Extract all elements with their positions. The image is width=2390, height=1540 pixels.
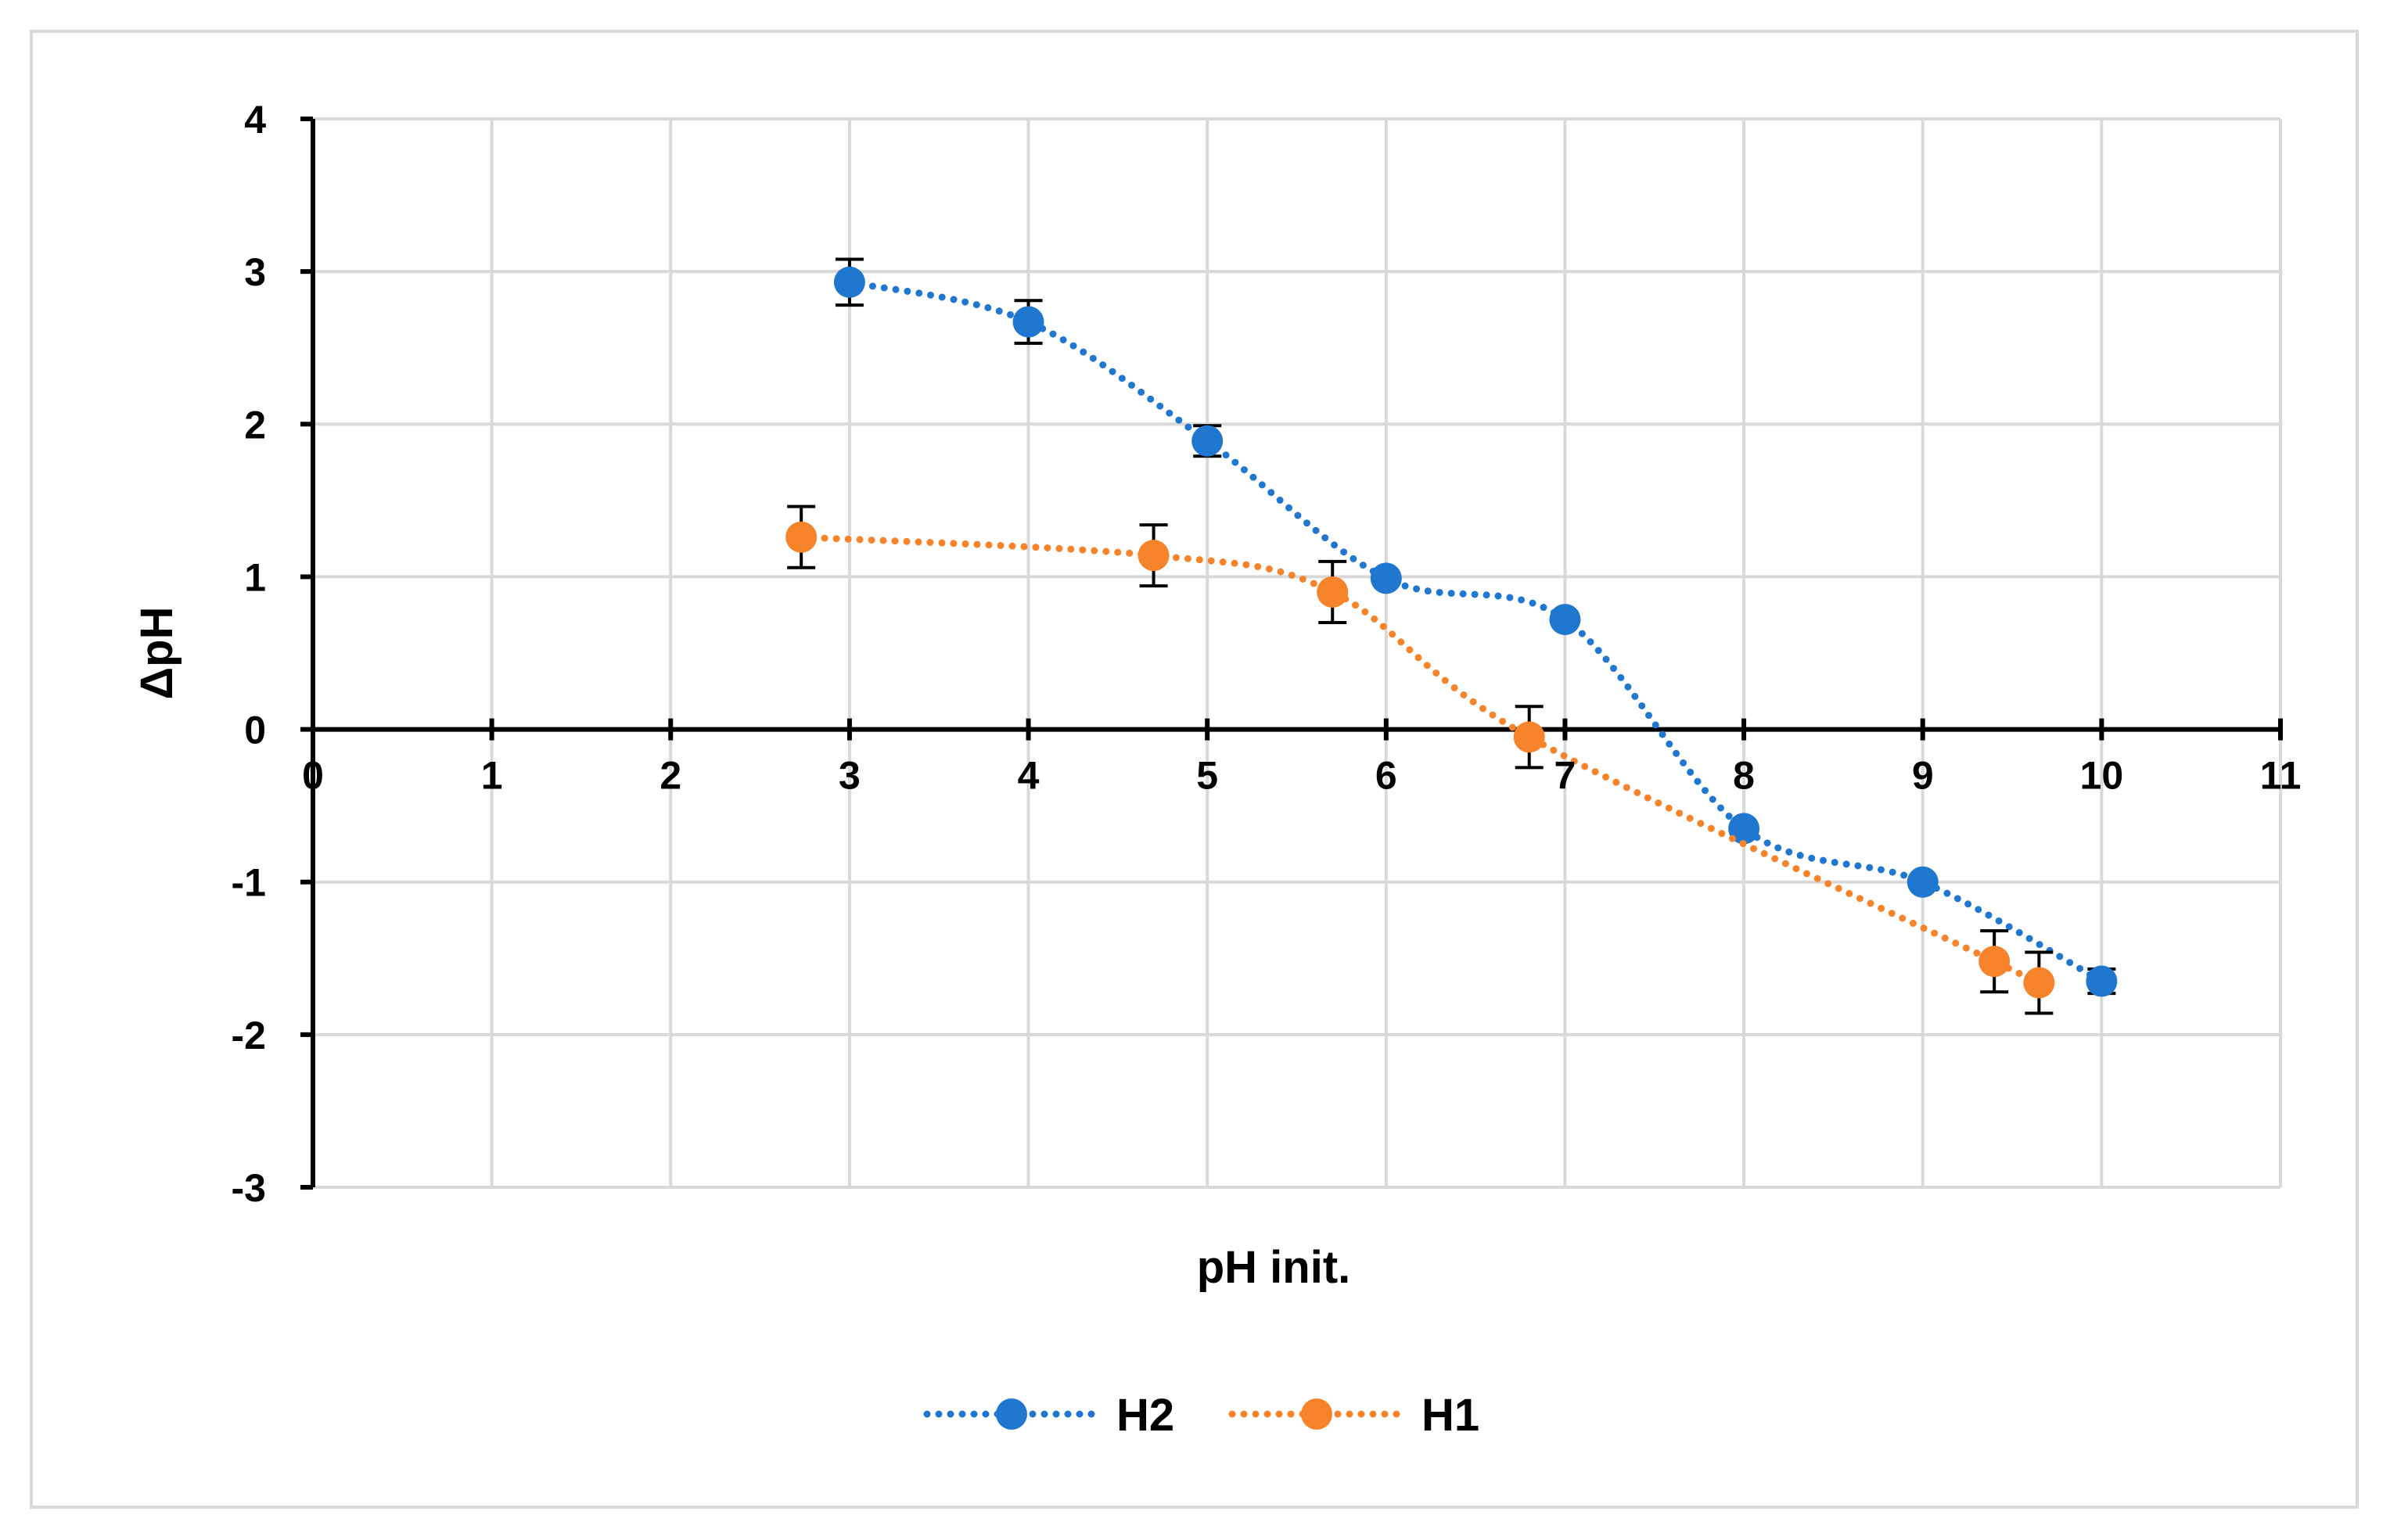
series-line-h1 (797, 533, 2050, 990)
x-tick-label: 2 (659, 754, 681, 798)
y-axis-title: ΔpH (131, 606, 182, 699)
y-tick-label: 4 (244, 98, 266, 142)
x-tick-label: 4 (1018, 754, 1040, 798)
legend-marker-h1 (1301, 1398, 1332, 1430)
data-point-h2 (833, 266, 865, 298)
series-layer (785, 257, 2118, 1015)
data-point-h2 (2086, 965, 2118, 997)
legend-label-h1: H1 (1421, 1390, 1479, 1441)
y-tick-label: 3 (244, 250, 266, 294)
legend-item-h1: H1 (1228, 1390, 1479, 1441)
data-point-h1 (1137, 540, 1170, 572)
y-tick-label: -3 (232, 1166, 266, 1210)
x-tick-label: 3 (839, 754, 861, 798)
data-point-h2 (1012, 306, 1044, 338)
data-point-h1 (785, 521, 818, 553)
data-point-h2 (1907, 866, 1939, 898)
data-point-h2 (1728, 813, 1760, 845)
y-tick-label: 0 (244, 709, 266, 752)
data-point-h1 (1513, 721, 1545, 753)
data-point-h1 (1978, 946, 2011, 978)
x-tick-label: 11 (2260, 754, 2302, 798)
data-point-h1 (1317, 576, 1349, 608)
axes (300, 117, 2283, 1190)
x-tick-label: 7 (1554, 754, 1576, 798)
grid (311, 117, 2282, 1189)
x-tick-label: 9 (1912, 754, 1934, 798)
x-tick-label: 1 (481, 754, 503, 798)
chart-frame (30, 30, 2359, 1509)
y-tick-label: -2 (232, 1014, 266, 1057)
legend: H2 H1 (923, 1390, 1479, 1441)
data-point-h2 (1191, 425, 1224, 457)
x-tick-label: 10 (2080, 754, 2124, 798)
x-tick-label: 6 (1375, 754, 1397, 798)
x-tick-label: 0 (302, 754, 324, 798)
y-tick-label: -1 (232, 861, 266, 905)
legend-label-h2: H2 (1116, 1390, 1174, 1441)
x-tick-label: 8 (1733, 754, 1755, 798)
data-point-h1 (2023, 967, 2055, 999)
x-tick-label: 5 (1196, 754, 1218, 798)
y-tick-label: 1 (244, 555, 266, 599)
data-point-h2 (1549, 604, 1581, 636)
data-point-h2 (1370, 562, 1402, 594)
x-axis-title: pH init. (1197, 1242, 1351, 1293)
series-line-h2 (846, 278, 2105, 985)
y-tick-label: 2 (244, 403, 266, 447)
legend-item-h2: H2 (923, 1390, 1174, 1441)
legend-marker-h2 (996, 1398, 1027, 1430)
